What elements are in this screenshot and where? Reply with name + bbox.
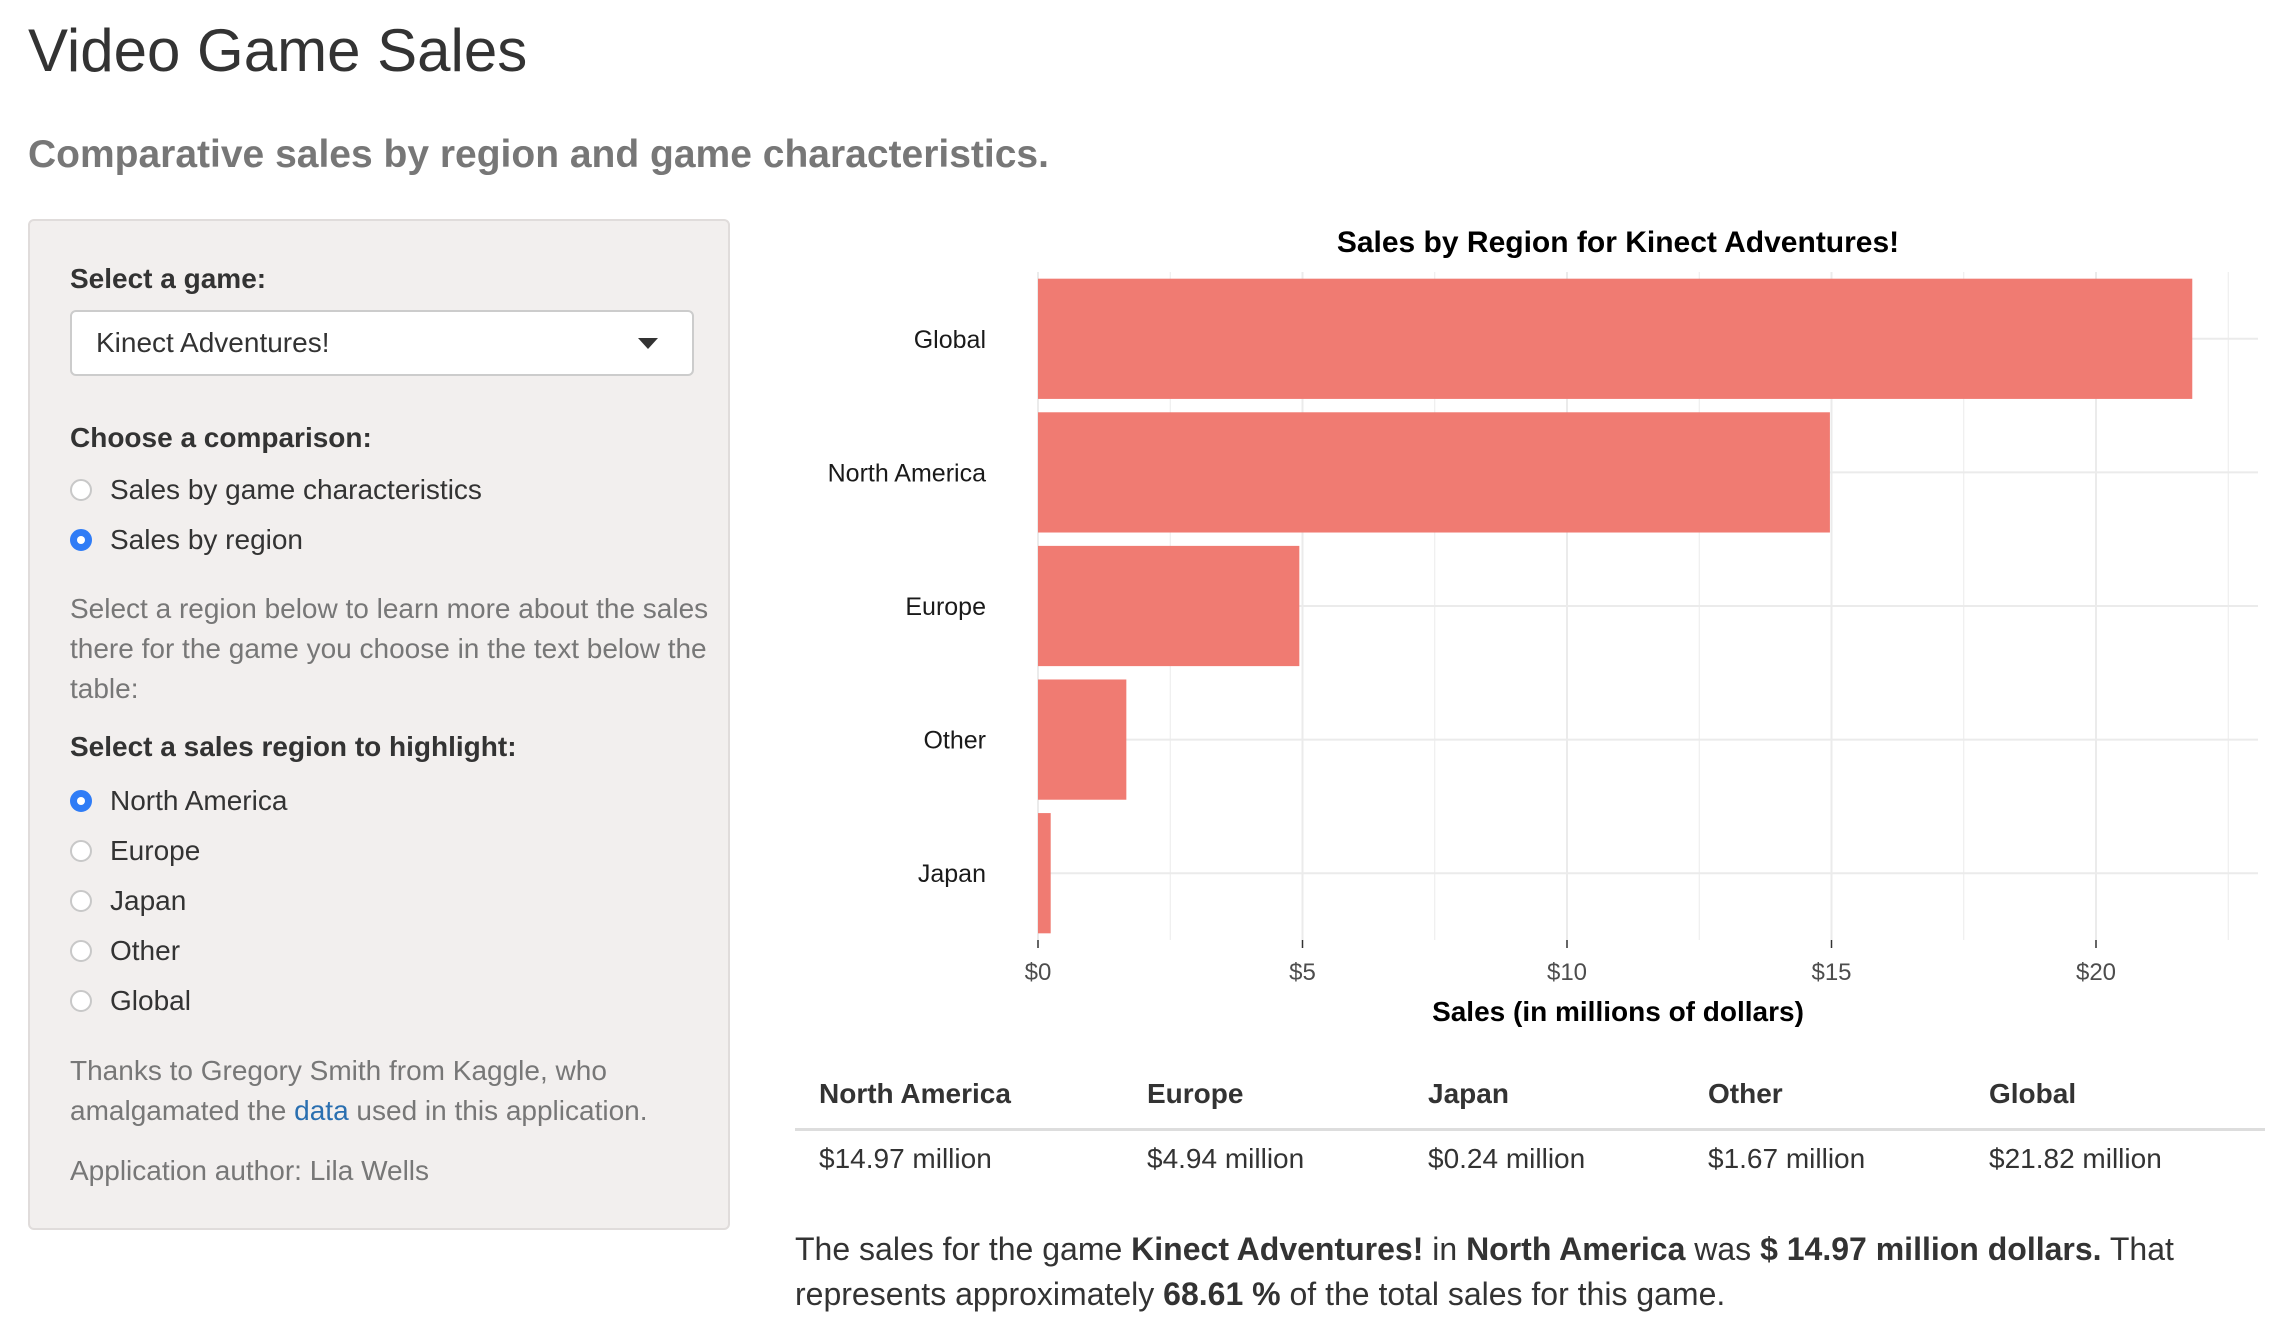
chart-bars: [1038, 278, 2193, 934]
radio-label: Europe: [110, 835, 201, 866]
table-header-row: North America Europe Japan Other Global: [795, 1068, 2265, 1131]
caret-down-icon: [638, 338, 658, 349]
table-header-cell: Japan: [1428, 1078, 1509, 1109]
radio-icon: [70, 890, 92, 912]
radio-region-north-america[interactable]: North America: [70, 781, 287, 821]
summary-text: The sales for the game Kinect Adventures…: [795, 1227, 2255, 1317]
game-select-value: Kinect Adventures!: [96, 327, 330, 358]
table-cell: $0.24 million: [1428, 1143, 1586, 1174]
x-tick-label: $5: [1289, 959, 1316, 986]
table-header-cell: Europe: [1147, 1078, 1244, 1109]
x-tick-label: $20: [2076, 959, 2116, 986]
radio-icon: [70, 840, 92, 862]
x-tick-label: $10: [1547, 959, 1587, 986]
table-cell: $4.94 million: [1147, 1143, 1305, 1174]
radio-label: Japan: [110, 885, 187, 916]
summary-game: Kinect Adventures!: [1131, 1231, 1424, 1267]
radio-region-other[interactable]: Other: [70, 931, 180, 971]
y-tick-label: Europe: [905, 593, 986, 621]
radio-label: Global: [110, 985, 191, 1016]
bar-global: [1038, 278, 2193, 399]
chart-y-labels: Global North America Europe Other Japan: [828, 326, 986, 888]
table-row: $14.97 million $4.94 million $0.24 milli…: [795, 1131, 2265, 1191]
table-cell: $14.97 million: [819, 1143, 992, 1174]
credits-after: used in this application.: [356, 1095, 648, 1126]
chart-title: Sales by Region for Kinect Adventures!: [1337, 226, 1899, 259]
radio-sales-by-characteristics[interactable]: Sales by game characteristics: [70, 470, 482, 510]
page-subtitle: Comparative sales by region and game cha…: [28, 133, 1049, 176]
radio-icon: [70, 940, 92, 962]
credits-before: Thanks to Gregory Smith from Kaggle, who…: [70, 1055, 607, 1126]
page-title: Video Game Sales: [28, 17, 528, 84]
radio-label: North America: [110, 785, 288, 816]
x-tick-label: $0: [1025, 959, 1052, 986]
region-label: Select a sales region to highlight:: [70, 731, 517, 762]
radio-region-japan[interactable]: Japan: [70, 881, 186, 921]
data-link[interactable]: data: [294, 1095, 349, 1126]
radio-sales-by-region[interactable]: Sales by region: [70, 520, 303, 560]
table-header-cell: Global: [1989, 1078, 2077, 1109]
game-select[interactable]: Kinect Adventures!: [70, 310, 694, 376]
summary-part: The sales for the game: [795, 1231, 1132, 1267]
y-tick-label: Global: [914, 326, 986, 354]
table-cell: $21.82 million: [1989, 1143, 2162, 1174]
summary-part: was: [1685, 1231, 1761, 1267]
x-axis-title: Sales (in millions of dollars): [1432, 996, 1804, 1027]
summary-part: That represents approximately: [795, 1231, 2174, 1312]
radio-label: Sales by game characteristics: [110, 474, 482, 505]
radio-checked-icon: [70, 529, 92, 551]
radio-label: Other: [110, 935, 181, 966]
radio-label: Sales by region: [110, 524, 304, 555]
table-header-cell: North America: [819, 1078, 1011, 1109]
y-tick-label: Japan: [918, 860, 986, 888]
table-cell: $1.67 million: [1708, 1143, 1866, 1174]
sales-by-region-chart: Sales by Region for Kinect Adventures! G…: [828, 226, 2258, 1027]
y-tick-label: Other: [923, 727, 986, 755]
credits-text: Thanks to Gregory Smith from Kaggle, who…: [70, 1051, 710, 1131]
author-text: Application author: Lila Wells: [70, 1155, 430, 1186]
x-tick-label: $15: [1811, 959, 1851, 986]
region-help-text: Select a region below to learn more abou…: [70, 593, 709, 704]
sales-table: North America Europe Japan Other Global …: [795, 1068, 2265, 1191]
radio-region-europe[interactable]: Europe: [70, 831, 200, 871]
table-header-cell: Other: [1708, 1078, 1783, 1109]
radio-region-global[interactable]: Global: [70, 981, 191, 1021]
radio-checked-icon: [70, 790, 92, 812]
y-tick-label: North America: [828, 459, 986, 487]
summary-part: of the total sales for this game.: [1280, 1276, 1726, 1312]
bar-other: [1038, 679, 1127, 800]
summary-region: North America: [1466, 1231, 1686, 1267]
sidebar-panel: Select a game: Kinect Adventures! Choose…: [28, 219, 730, 1230]
comparison-label: Choose a comparison:: [70, 422, 372, 453]
bar-north-america: [1038, 412, 1830, 533]
game-select-label: Select a game:: [70, 263, 267, 294]
summary-percent: 68.61 %: [1163, 1276, 1281, 1312]
radio-icon: [70, 479, 92, 501]
bar-europe: [1038, 545, 1300, 667]
radio-icon: [70, 990, 92, 1012]
chart-x-ticks: $0 $5 $10 $15 $20: [1025, 940, 2116, 986]
summary-amount: $ 14.97 million dollars.: [1760, 1231, 2102, 1267]
bar-japan: [1038, 813, 1051, 934]
summary-part: in: [1423, 1231, 1467, 1267]
